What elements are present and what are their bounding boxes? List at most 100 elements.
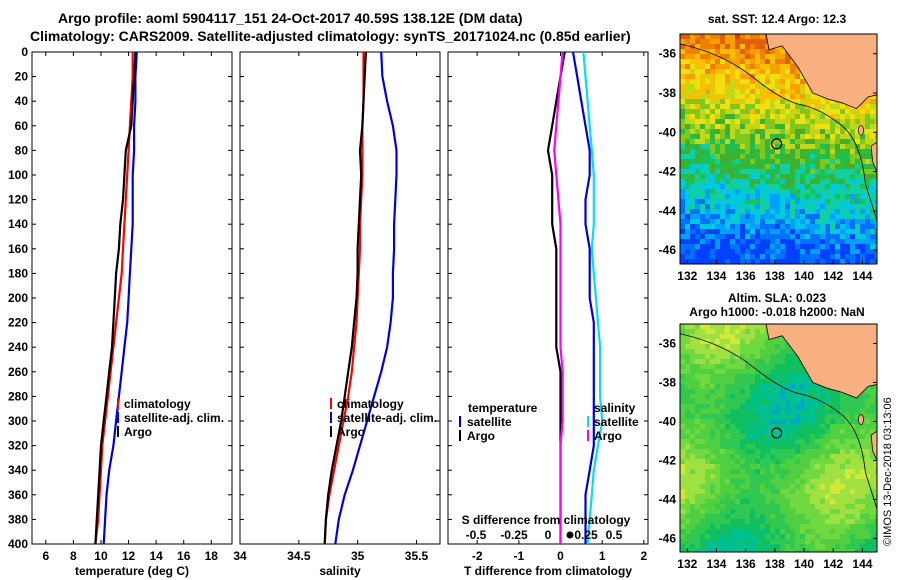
map-cell <box>700 144 706 150</box>
map-cell <box>680 429 686 435</box>
map-cell <box>800 244 806 250</box>
map-cell <box>825 489 831 495</box>
map-cell <box>695 484 701 490</box>
map-cell <box>730 144 736 150</box>
map-cell <box>720 99 726 105</box>
map-cell <box>760 44 766 50</box>
map-cell <box>870 239 876 245</box>
map-cell <box>765 494 771 500</box>
map-cell <box>685 194 691 200</box>
map-cell <box>855 479 861 485</box>
map-cell <box>820 184 826 190</box>
map-cell <box>710 334 716 340</box>
map-cell <box>710 154 716 160</box>
map-cell <box>705 74 711 80</box>
map-cell <box>780 84 786 90</box>
map-cell <box>870 524 876 530</box>
map-cell <box>820 99 826 105</box>
map-cell <box>855 454 861 460</box>
map-cell <box>765 184 771 190</box>
map-cell <box>755 214 761 220</box>
map-cell <box>735 449 741 455</box>
map-cell <box>785 229 791 235</box>
map-cell <box>830 459 836 465</box>
map-cell <box>735 334 741 340</box>
map-cell <box>825 199 831 205</box>
map-cell <box>745 444 751 450</box>
map-cell <box>775 384 781 390</box>
map-cell <box>790 79 796 85</box>
map-cell <box>840 164 846 170</box>
map-cell <box>815 489 821 495</box>
map-cell <box>815 94 821 100</box>
map-cell <box>725 464 731 470</box>
map-cell <box>810 474 816 480</box>
map-cell <box>685 129 691 135</box>
map-cell <box>740 349 746 355</box>
map-cell <box>755 504 761 510</box>
map-cell <box>720 334 726 340</box>
map-cell <box>855 244 861 250</box>
map-cell <box>770 159 776 165</box>
map-cell <box>775 379 781 385</box>
map-cell <box>775 349 781 355</box>
map-cell <box>715 354 721 360</box>
map-cell <box>775 409 781 415</box>
map-cell <box>710 434 716 440</box>
map-cell <box>730 169 736 175</box>
map-cell <box>715 219 721 225</box>
map-cell <box>745 369 751 375</box>
map-cell <box>805 119 811 125</box>
map-cell <box>690 99 696 105</box>
map-cell <box>815 384 821 390</box>
map-cell <box>690 379 696 385</box>
map-cell <box>855 124 861 130</box>
map-y-tick-label: -42 <box>659 165 677 179</box>
map-cell <box>815 409 821 415</box>
map-y-tick-label: -46 <box>659 243 677 257</box>
map-cell <box>705 534 711 540</box>
map-cell <box>790 89 796 95</box>
map-cell <box>790 549 796 552</box>
map-cell <box>730 189 736 195</box>
map-cell <box>715 49 721 55</box>
map-cell <box>770 439 776 445</box>
map-cell <box>850 464 856 470</box>
map-cell <box>780 434 786 440</box>
map-cell <box>795 179 801 185</box>
map-cell <box>740 239 746 245</box>
map-cell <box>815 529 821 535</box>
map-cell <box>805 424 811 430</box>
map-cell <box>775 249 781 255</box>
map-cell <box>710 159 716 165</box>
map-cell <box>760 374 766 380</box>
map-cell <box>755 369 761 375</box>
map-cell <box>700 504 706 510</box>
map-cell <box>840 224 846 230</box>
map-cell <box>730 529 736 535</box>
map-cell <box>720 339 726 345</box>
map-cell <box>760 224 766 230</box>
map-cell <box>840 439 846 445</box>
map-cell <box>775 504 781 510</box>
map-cell <box>815 244 821 250</box>
map-cell <box>745 474 751 480</box>
map-cell <box>805 239 811 245</box>
map-cell <box>685 59 691 65</box>
map-cell <box>680 474 686 480</box>
map-cell <box>685 224 691 230</box>
map-cell <box>710 539 716 545</box>
map-cell <box>790 394 796 400</box>
map-cell <box>810 169 816 175</box>
map-cell <box>730 454 736 460</box>
map-cell <box>775 509 781 515</box>
y-tick-label: 20 <box>15 70 29 84</box>
map-cell <box>830 144 836 150</box>
map-cell <box>750 489 756 495</box>
map-cell <box>815 119 821 125</box>
map-cell <box>860 104 866 110</box>
map-cell <box>715 54 721 60</box>
map-cell <box>680 349 686 355</box>
map-cell <box>750 99 756 105</box>
map-cell <box>800 429 806 435</box>
